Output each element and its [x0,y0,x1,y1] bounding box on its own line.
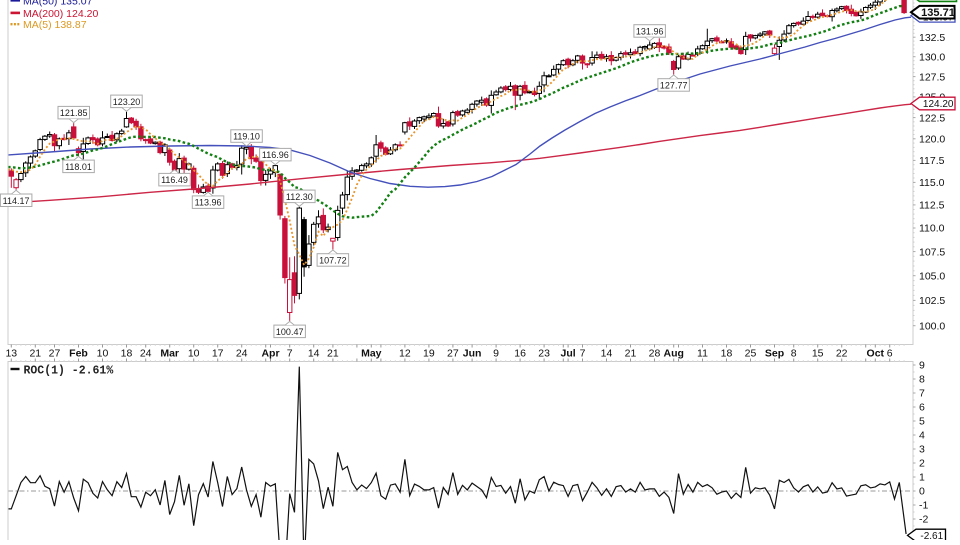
svg-text:9: 9 [493,347,499,359]
svg-text:1: 1 [919,472,925,484]
svg-text:23: 23 [538,347,550,359]
svg-text:21: 21 [625,347,637,359]
svg-text:123.20: 123.20 [113,97,141,107]
svg-text:12: 12 [399,347,411,359]
svg-text:105.0: 105.0 [919,270,945,282]
svg-text:25: 25 [745,347,757,359]
svg-text:132.5: 132.5 [919,32,945,44]
svg-text:18: 18 [721,347,733,359]
svg-text:107.72: 107.72 [319,256,347,266]
svg-text:5: 5 [919,416,925,428]
svg-text:114.17: 114.17 [3,196,30,206]
svg-text:22: 22 [836,347,848,359]
svg-text:19: 19 [423,347,435,359]
svg-text:121.85: 121.85 [60,108,88,118]
svg-text:131.96: 131.96 [636,27,664,37]
svg-text:122.5: 122.5 [919,112,945,124]
svg-text:7: 7 [287,347,293,359]
svg-text:102.5: 102.5 [919,295,945,307]
svg-text:113.96: 113.96 [195,198,222,208]
svg-text:14: 14 [601,347,613,359]
svg-text:Oct: Oct [867,347,885,359]
svg-text:2: 2 [919,458,925,470]
svg-text:127.5: 127.5 [919,71,945,83]
svg-text:7: 7 [580,347,586,359]
svg-text:Mar: Mar [160,347,179,359]
svg-text:24: 24 [140,347,152,359]
svg-text:8: 8 [791,347,797,359]
svg-text:Apr: Apr [261,347,279,359]
svg-text:-1: -1 [919,500,928,512]
svg-text:Jul: Jul [561,347,576,359]
svg-text:6: 6 [887,347,893,359]
svg-text:Jun: Jun [463,347,482,359]
svg-text:-2: -2 [919,514,928,526]
svg-text:May: May [361,347,382,359]
svg-text:117.5: 117.5 [919,155,945,167]
svg-text:17: 17 [212,347,224,359]
svg-text:Aug: Aug [663,347,683,359]
svg-text:112.30: 112.30 [286,192,313,202]
svg-text:MA(5) 138.87: MA(5) 138.87 [23,19,87,31]
svg-text:14: 14 [308,347,320,359]
svg-text:112.5: 112.5 [919,200,945,212]
svg-text:-2.61: -2.61 [920,531,943,540]
svg-text:15: 15 [812,347,824,359]
svg-text:116.96: 116.96 [262,150,289,160]
svg-text:Feb: Feb [69,347,88,359]
svg-text:107.5: 107.5 [919,246,945,258]
svg-text:3: 3 [919,444,925,456]
svg-text:130.0: 130.0 [919,51,945,63]
svg-text:8: 8 [919,374,925,386]
svg-text:100.0: 100.0 [919,320,945,332]
svg-text:0: 0 [919,486,925,498]
svg-text:4: 4 [919,430,925,442]
svg-text:21: 21 [29,347,41,359]
svg-text:28: 28 [649,347,661,359]
svg-text:115.0: 115.0 [919,177,945,189]
svg-text:127.77: 127.77 [660,81,688,91]
svg-text:MA(50) 135.07: MA(50) 135.07 [23,0,93,7]
svg-text:7: 7 [919,388,925,400]
svg-text:6: 6 [919,402,925,414]
svg-text:Sep: Sep [765,347,784,359]
svg-text:27: 27 [447,347,459,359]
svg-text:11: 11 [697,347,708,359]
svg-text:119.10: 119.10 [233,132,260,142]
svg-text:120.0: 120.0 [919,134,945,146]
svg-text:10: 10 [97,347,109,359]
svg-text:MA(200) 124.20: MA(200) 124.20 [23,8,98,20]
svg-text:21: 21 [327,347,339,359]
svg-text:110.0: 110.0 [919,223,945,235]
svg-text:10: 10 [188,347,200,359]
svg-text:16: 16 [514,347,526,359]
svg-text:124.20: 124.20 [923,99,954,110]
svg-text:9: 9 [919,360,925,372]
svg-text:24: 24 [236,347,248,359]
svg-text:18: 18 [121,347,133,359]
svg-text:116.49: 116.49 [161,175,188,185]
svg-text:118.01: 118.01 [65,162,92,172]
svg-text:ROC(1) -2.61%: ROC(1) -2.61% [24,365,114,378]
svg-text:13: 13 [5,347,17,359]
svg-text:27: 27 [49,347,61,359]
svg-text:100.47: 100.47 [276,327,304,337]
svg-text:135.71: 135.71 [921,7,955,19]
